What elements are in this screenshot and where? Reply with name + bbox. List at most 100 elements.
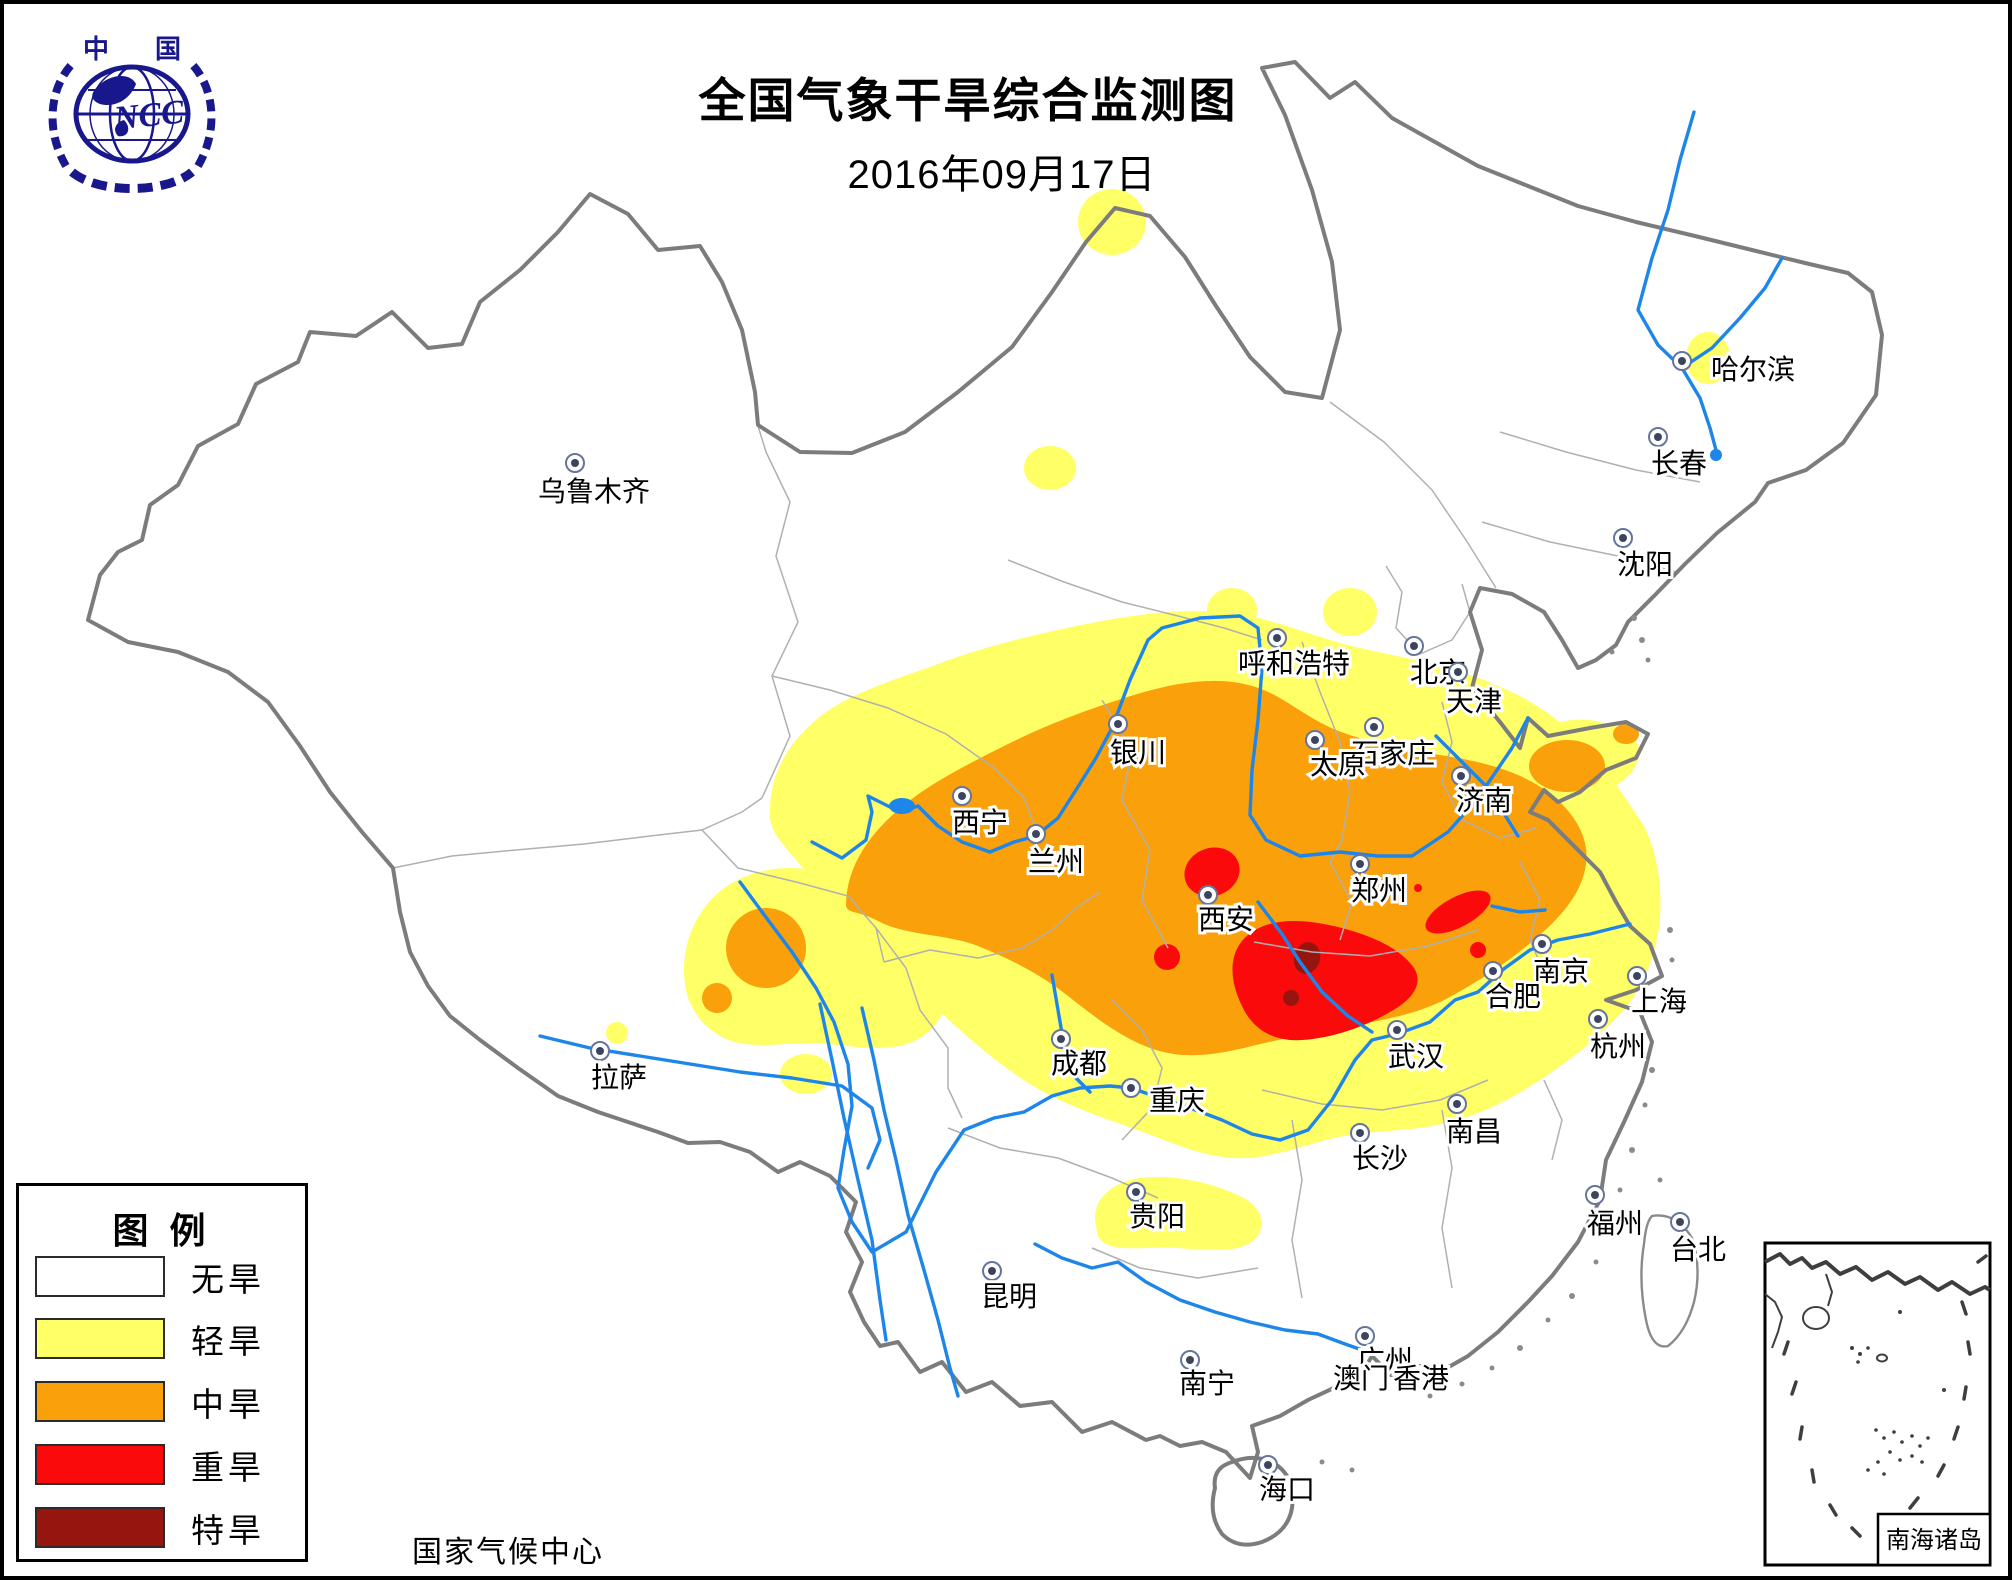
city-marker-dot: [1132, 1188, 1140, 1196]
city-label: 成都: [1051, 1048, 1107, 1080]
city-天津: 天津: [1443, 662, 1505, 721]
light-drought-nw: [1024, 446, 1076, 490]
city-marker-dot: [1591, 1191, 1599, 1199]
inset-mainland-coast: [1764, 1252, 1992, 1296]
city-label: 海口: [1259, 1474, 1315, 1506]
city-marker-dot: [596, 1047, 604, 1055]
city-沈阳: 沈阳: [1613, 528, 1676, 584]
city-label: 杭州: [1590, 1031, 1646, 1063]
moderate-drought-tibet2: [702, 983, 732, 1013]
city-marker-dot: [571, 459, 579, 467]
city-label: 广州: [1357, 1345, 1413, 1377]
legend-row-severe: 重旱: [19, 1444, 305, 1487]
city-marker-dot: [988, 1267, 996, 1275]
ncc-logo: 中 国 NCC: [48, 35, 216, 193]
light-drought-yinchuan-n: [1000, 692, 1044, 720]
inset-islands: [1850, 1310, 1946, 1476]
city-label: 呼和浩特: [1238, 648, 1350, 680]
city-label: 哈尔滨: [1711, 354, 1795, 386]
city-marker-dot: [1127, 1084, 1135, 1092]
salween-river: [818, 1002, 888, 1342]
city-label: 重庆: [1149, 1085, 1205, 1117]
legend-label: 重旱: [191, 1450, 265, 1487]
city-label: 南昌: [1446, 1116, 1502, 1148]
huai-river: [1490, 904, 1547, 914]
light-drought-spot: [780, 1054, 832, 1094]
legend-swatch-severe: [35, 1444, 165, 1485]
hai-river: [1434, 734, 1520, 838]
city-label: 南宁: [1179, 1368, 1235, 1400]
city-marker-dot: [1114, 720, 1122, 728]
legend-row-none: 无旱: [19, 1256, 305, 1299]
city-label: 银川: [1110, 737, 1166, 769]
city-label: 拉萨: [591, 1062, 647, 1094]
legend-title: 图 例: [112, 1211, 212, 1251]
city-marker-dot: [1633, 972, 1641, 980]
city-南宁: 南宁: [1176, 1350, 1238, 1403]
city-太原: 太原: [1305, 730, 1369, 784]
city-marker-dot: [1538, 940, 1546, 948]
source-credit: 国家气候中心: [412, 1536, 604, 1569]
city-label: 合肥: [1485, 981, 1541, 1013]
city-label: 昆明: [981, 1282, 1037, 1313]
city-南京: 南京: [1530, 934, 1592, 991]
moderate-drought-tibet1: [726, 908, 806, 988]
city-兰州: 兰州: [1025, 824, 1087, 881]
severe-drought-streak-ne: [1425, 890, 1491, 934]
national-border: [86, 60, 1884, 1547]
drought-patches-severe: [1154, 847, 1491, 1041]
legend-label: 特旱: [191, 1513, 265, 1550]
han-river: [1256, 900, 1374, 1034]
city-label: 天津: [1446, 687, 1502, 718]
city-label: 西宁: [952, 807, 1008, 839]
city-label: 台北: [1670, 1234, 1726, 1266]
city-label: 香港: [1393, 1363, 1449, 1395]
logo-wreath-left: [48, 59, 77, 169]
city-重庆: 重庆: [1121, 1078, 1208, 1120]
city-哈尔滨: 哈尔滨: [1672, 351, 1798, 389]
city-武汉: 武汉: [1385, 1020, 1447, 1076]
city-marker-dot: [1457, 772, 1465, 780]
legend-row-moderate: 中旱: [19, 1381, 305, 1424]
logo-wreath-bottom: [69, 168, 195, 193]
city-银川: 银川: [1107, 714, 1169, 772]
city-上海: 上海: [1627, 966, 1690, 1021]
logo-acronym: NCC: [111, 93, 186, 137]
extreme-drought-spot2: [1283, 990, 1299, 1006]
legend-swatch-none: [35, 1256, 165, 1297]
city-label: 太原: [1310, 749, 1366, 781]
light-drought-north-border: [1078, 189, 1146, 255]
severe-drought-speck: [1414, 884, 1422, 892]
light-drought-harbin: [1686, 332, 1730, 384]
city-label: 西安: [1198, 904, 1254, 936]
city-marker-dot: [1654, 433, 1662, 441]
inset-hainan: [1802, 1306, 1830, 1330]
city-label: 福州: [1587, 1208, 1643, 1240]
city-成都: 成都: [1048, 1029, 1110, 1083]
city-长春: 长春: [1648, 427, 1710, 483]
logo-char-right: 国: [155, 35, 181, 64]
mekong-river: [860, 1006, 960, 1398]
city-海口: 海口: [1256, 1455, 1318, 1509]
light-drought-beijing-sw: [1384, 676, 1436, 740]
city-香港: 香港: [1390, 1360, 1452, 1398]
logo-continent: [92, 75, 136, 106]
city-label: 兰州: [1028, 846, 1084, 878]
inset-label-box: [1876, 1512, 1992, 1567]
light-drought-spot: [606, 1022, 628, 1044]
city-南昌: 南昌: [1443, 1094, 1505, 1151]
city-marker-dot: [1273, 634, 1281, 642]
city-石家庄: 石家庄: [1348, 717, 1438, 773]
city-澳门: 澳门: [1330, 1360, 1392, 1398]
inset-dash-line: [1782, 1254, 1988, 1538]
city-郑州: 郑州: [1348, 854, 1410, 910]
yarlung-river: [538, 1034, 882, 1170]
island-dots: [1319, 615, 1675, 1473]
songhua-lake: [1710, 449, 1722, 461]
city-呼和浩特: 呼和浩特: [1235, 628, 1353, 683]
severe-drought-spot-e: [1470, 942, 1486, 958]
page-title: 全国气象干旱综合监测图: [698, 74, 1238, 127]
songhua-south-branch: [1680, 366, 1718, 452]
